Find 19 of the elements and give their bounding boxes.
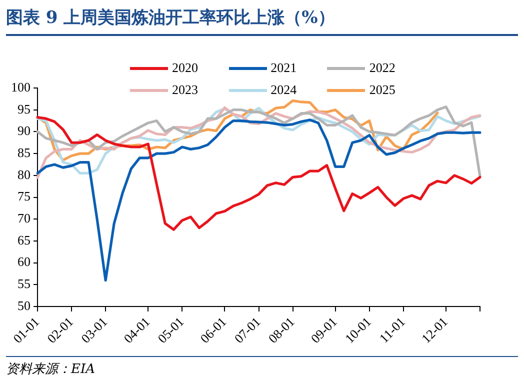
y-tick-label: 95	[18, 101, 30, 116]
y-tick-label: 70	[18, 210, 30, 226]
y-tick-label: 85	[18, 144, 30, 160]
legend-label: 2023	[172, 82, 198, 98]
legend-label: 2022	[369, 60, 396, 76]
legend-label: 2020	[172, 60, 198, 76]
y-tick-label: 55	[18, 276, 30, 292]
legend-label: 2021	[270, 60, 297, 76]
y-tick-label: 60	[18, 254, 30, 270]
y-tick-label: 65	[18, 232, 30, 248]
y-tick-label: 75	[18, 188, 30, 204]
legend-label: 2024	[270, 82, 297, 98]
y-tick-label: 50	[18, 298, 30, 313]
y-tick-label: 90	[18, 123, 30, 138]
text: 资料来源：EIA	[6, 356, 518, 378]
chart-title: 图表 9 上周美国炼油开工率环比上涨（%）	[6, 4, 518, 36]
y-tick-label: 100	[11, 79, 30, 94]
y-tick-label: 80	[18, 166, 30, 182]
legend-label: 2025	[369, 82, 396, 98]
